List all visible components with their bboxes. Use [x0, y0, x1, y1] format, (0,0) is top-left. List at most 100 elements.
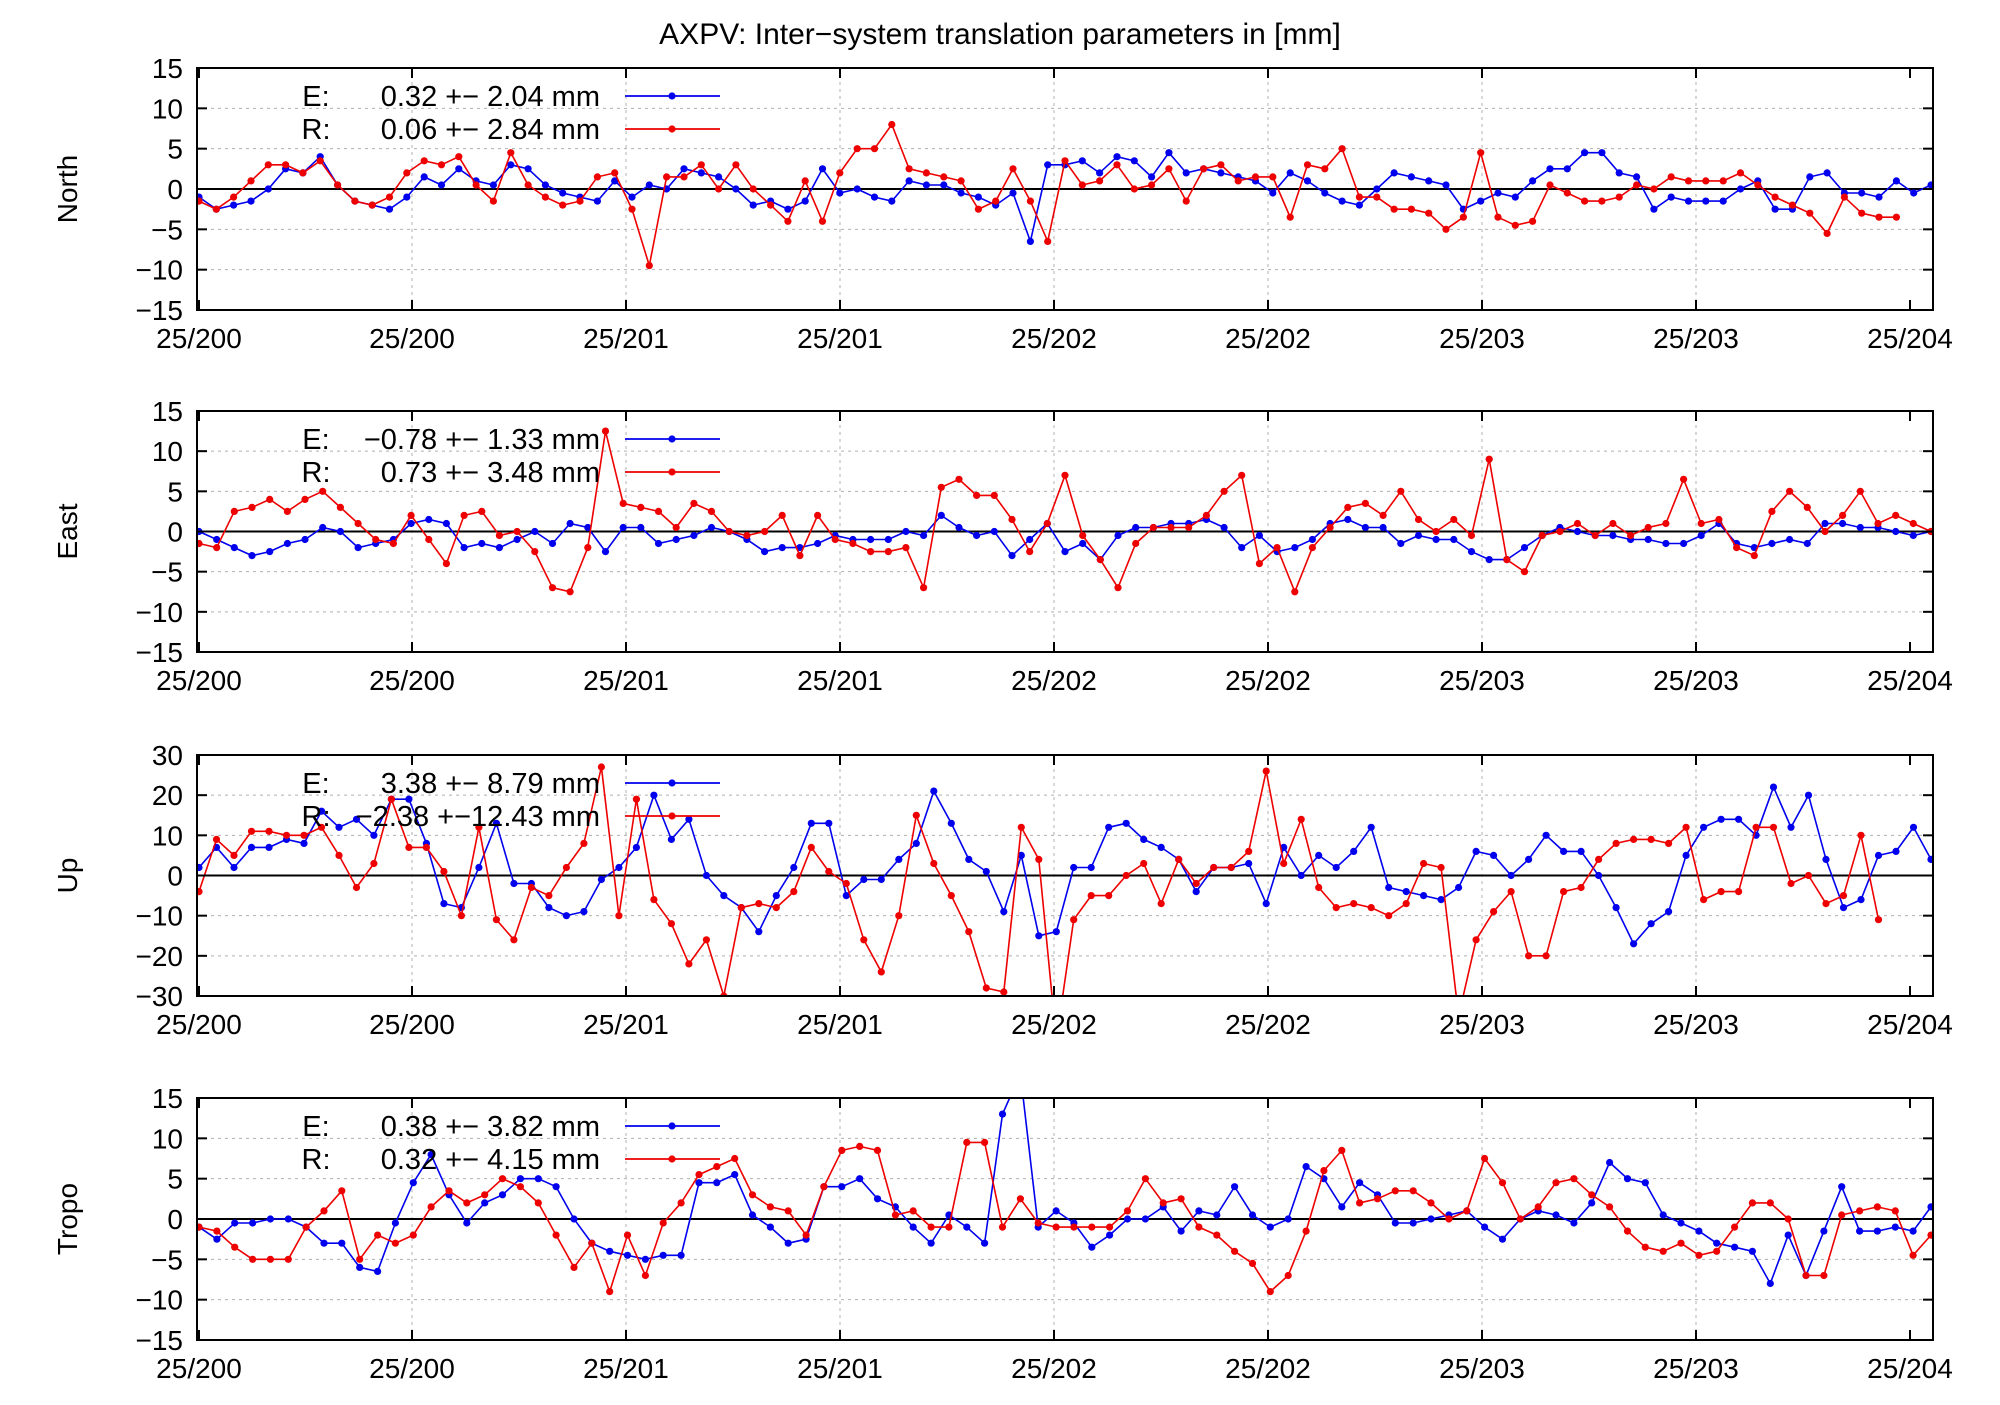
legend-swatch-point — [668, 812, 676, 820]
data-point — [1570, 1175, 1578, 1183]
data-point — [264, 161, 272, 169]
data-point — [628, 205, 636, 213]
y-tick-label: 5 — [167, 1164, 183, 1195]
data-point — [974, 193, 983, 201]
data-point — [1000, 988, 1008, 996]
data-point — [507, 149, 515, 157]
data-point — [947, 892, 955, 900]
data-point — [807, 843, 815, 852]
y-tick-label: −10 — [136, 597, 184, 628]
legend-stat: 3.38 +− 8.79 mm — [381, 768, 600, 800]
data-point — [559, 189, 567, 197]
data-point — [1052, 928, 1060, 936]
data-point — [1735, 815, 1743, 823]
series-line — [198, 784, 1932, 946]
data-point — [1079, 539, 1087, 548]
data-point — [731, 1171, 739, 1179]
data-point — [1717, 888, 1725, 896]
data-point — [1026, 237, 1034, 245]
data-point — [1806, 173, 1814, 181]
data-point — [284, 1215, 292, 1223]
data-point — [580, 908, 588, 916]
y-tick-label: 15 — [152, 396, 183, 427]
data-point — [1182, 197, 1190, 205]
legend-stat: 0.73 +− 3.48 mm — [381, 457, 600, 489]
data-point — [1148, 173, 1156, 181]
data-point — [513, 535, 521, 544]
data-point — [1481, 1154, 1489, 1163]
data-point — [1113, 153, 1121, 161]
data-point — [1061, 471, 1069, 479]
data-point — [973, 491, 981, 499]
x-tick-label: 25/203 — [1653, 665, 1739, 696]
data-point — [1105, 823, 1113, 831]
data-point — [1838, 1183, 1846, 1191]
data-point — [814, 511, 822, 519]
data-point — [1350, 900, 1358, 908]
data-point — [335, 851, 343, 860]
data-point — [1609, 531, 1617, 540]
y-tick-label: 0 — [167, 1204, 183, 1235]
data-point — [425, 535, 433, 544]
data-point — [1052, 1207, 1060, 1215]
data-point — [455, 153, 463, 161]
data-point — [320, 1207, 328, 1215]
data-point — [356, 1255, 364, 1263]
data-point — [1130, 157, 1138, 165]
y-tick-label: −5 — [151, 1244, 183, 1275]
data-point — [1485, 455, 1493, 463]
data-point — [1546, 165, 1554, 173]
data-point — [562, 863, 571, 872]
data-point — [1385, 883, 1393, 892]
legend-stat: 0.32 +− 2.04 mm — [381, 81, 600, 113]
data-point — [737, 904, 745, 912]
legend-name: E: — [302, 768, 329, 800]
data-point — [601, 427, 610, 435]
data-point — [513, 527, 521, 536]
data-point — [1858, 209, 1866, 217]
data-point — [1771, 193, 1779, 201]
data-point — [266, 1215, 274, 1223]
data-point — [1308, 544, 1316, 552]
data-point — [685, 815, 693, 823]
data-point — [1321, 189, 1329, 197]
data-point — [1088, 1223, 1096, 1231]
data-point — [713, 1163, 721, 1171]
data-point — [1140, 859, 1148, 868]
data-point — [1874, 519, 1882, 528]
data-point — [895, 855, 903, 864]
data-point — [1414, 531, 1423, 540]
data-point — [266, 548, 274, 556]
data-point — [1017, 1070, 1024, 1077]
data-point — [870, 193, 879, 201]
data-point — [1132, 539, 1140, 548]
series-e — [197, 511, 1933, 564]
data-point — [619, 523, 627, 532]
data-point — [611, 169, 619, 177]
data-point — [247, 197, 255, 205]
data-point — [1425, 177, 1433, 185]
data-point — [475, 823, 483, 831]
series-r — [197, 427, 1933, 596]
data-point — [516, 1183, 525, 1191]
data-point — [1556, 527, 1564, 536]
data-point — [937, 511, 945, 519]
data-point — [320, 1239, 328, 1247]
data-point — [266, 1255, 274, 1263]
data-point — [1839, 519, 1847, 528]
data-point — [1856, 1227, 1864, 1235]
y-tick-label: 15 — [152, 1083, 183, 1114]
data-point — [628, 193, 636, 201]
panel-up: −30 −20 −10 0 10 20 30 25/200 25/200 25/201 25/201… — [52, 740, 1953, 1040]
data-point — [1245, 859, 1253, 868]
data-point — [1892, 527, 1900, 536]
data-point — [1697, 531, 1705, 540]
data-point — [1822, 900, 1830, 908]
data-point — [1733, 544, 1741, 552]
data-point — [1659, 1211, 1667, 1219]
data-point — [403, 193, 411, 201]
x-tick-label: 25/203 — [1439, 323, 1525, 354]
data-point — [498, 1175, 507, 1183]
data-point — [249, 1255, 257, 1263]
legend-name: E: — [302, 81, 329, 113]
